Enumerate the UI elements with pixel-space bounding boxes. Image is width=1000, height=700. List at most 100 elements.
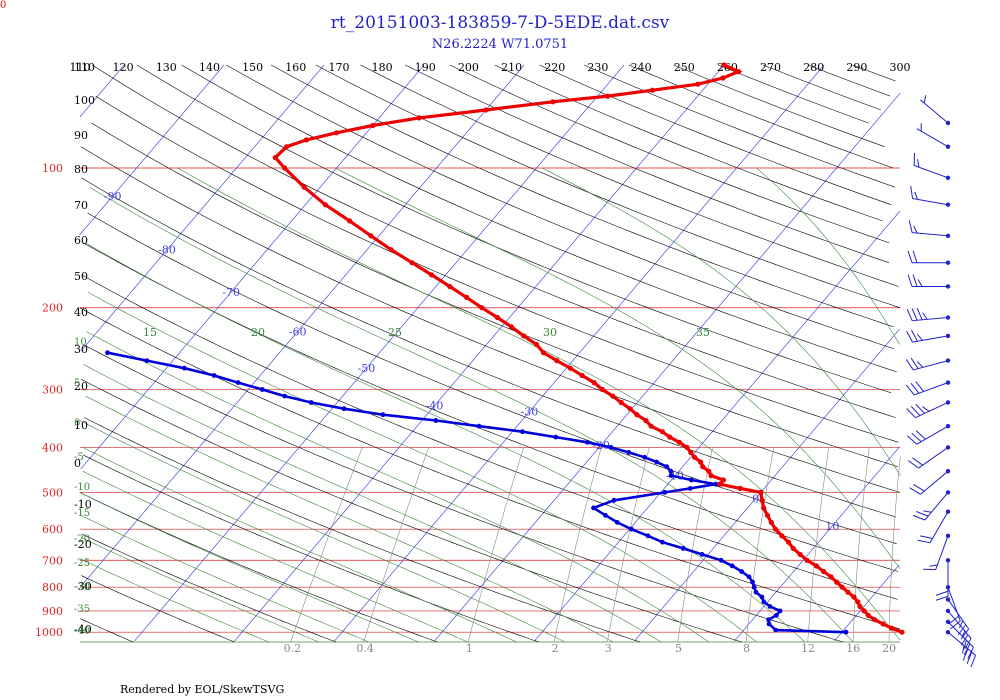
wind-barb-feather	[907, 274, 913, 287]
wind-barb	[909, 468, 951, 495]
wind-barb-staff	[916, 128, 949, 148]
pressure-label: 1000	[35, 626, 63, 639]
wind-barb	[906, 400, 951, 419]
wind-barb-feather	[958, 620, 964, 629]
wind-barb-feather	[906, 330, 913, 343]
dry-adiabat-line	[762, 64, 882, 111]
dry-adiabat-top-label: 140	[199, 61, 220, 74]
wind-barb-feather	[962, 648, 969, 661]
wind-barb	[910, 185, 951, 207]
wind-barb-feather	[920, 535, 933, 539]
dry-adiabat-top-label: 160	[285, 61, 306, 74]
dry-adiabat-left-label: -10	[74, 498, 92, 511]
wind-barb-staff	[924, 492, 949, 521]
dry-adiabat-line	[91, 122, 898, 467]
dry-adiabat-top-label: 250	[674, 61, 695, 74]
pressure-label: 100	[42, 162, 63, 175]
dry-adiabat-top-label: 110	[70, 61, 91, 74]
dry-adiabat-top-label: 290	[846, 61, 867, 74]
moist-adiabat-left-label: -25	[74, 558, 90, 569]
mixing-ratio-label: 20	[882, 642, 896, 655]
wind-barb-feather	[911, 432, 922, 443]
wind-barb	[945, 629, 977, 668]
wind-barb-staff	[915, 402, 949, 419]
wind-barb-feather	[908, 220, 913, 233]
moist-adiabat-line	[87, 291, 757, 643]
dry-adiabat-top-label: 150	[242, 61, 263, 74]
dry-adiabat-left-label: -20	[74, 538, 92, 551]
isotherm-line	[134, 64, 625, 642]
wind-barb-feather	[916, 333, 923, 341]
pressure-label: 200	[42, 302, 63, 315]
dry-adiabat-line	[673, 64, 885, 147]
pressure-label: 900	[42, 605, 63, 618]
moist-adiabat-line	[335, 167, 901, 569]
dry-adiabat-top-label: 270	[760, 61, 781, 74]
isotherm-label: -60	[289, 325, 307, 338]
mixing-ratio-line	[467, 447, 524, 643]
dry-adiabat-top-label: 280	[803, 61, 824, 74]
wind-barb-feather	[914, 191, 918, 200]
dry-adiabat-left-label: 20	[74, 380, 88, 393]
dry-adiabat-top-label: 240	[631, 61, 652, 74]
wind-barb	[912, 490, 951, 521]
dry-adiabat-left-label: 60	[74, 234, 88, 247]
wind-barb	[920, 95, 951, 126]
wind-barb-feather	[960, 628, 970, 640]
wind-barb-feather	[970, 655, 977, 668]
wind-barb-feather	[948, 615, 959, 625]
dry-adiabat-line	[539, 64, 892, 205]
wind-barb-feather	[912, 250, 918, 263]
moist-adiabat-left-label: -5	[74, 452, 84, 463]
wind-barb-feather	[915, 403, 925, 414]
wind-barb	[917, 509, 951, 544]
moist-adiabat-left-label: -40	[74, 626, 90, 637]
dry-adiabat-left-label: 40	[74, 306, 88, 319]
wind-barb-feather	[911, 329, 918, 342]
mixing-ratio-lines	[290, 447, 901, 643]
wind-barb-feather	[905, 359, 914, 371]
wind-barb-feather	[963, 640, 967, 649]
wind-barb	[945, 608, 972, 650]
moist-adiabat-line	[541, 167, 901, 476]
dry-adiabat-line	[87, 212, 897, 545]
moist-adiabat-left-label: 5	[74, 378, 80, 389]
dry-adiabat-line	[79, 618, 134, 643]
dry-adiabat-top-label: 230	[587, 61, 608, 74]
dry-adiabat-line	[91, 64, 896, 418]
moist-adiabat-left-label: -35	[74, 604, 90, 615]
dry-adiabat-line	[360, 64, 899, 287]
moist-adiabat-line	[80, 515, 369, 643]
mixing-ratio-line	[852, 447, 870, 643]
dry-adiabat-line	[807, 64, 891, 97]
isotherm-label: 0	[752, 492, 759, 505]
dry-adiabat-line	[226, 64, 894, 349]
dry-adiabat-line	[315, 64, 901, 308]
moist-adiabat-label: 25	[388, 326, 402, 339]
wind-barb	[905, 380, 951, 396]
wind-barb-feather	[906, 308, 913, 321]
footer-credit: Rendered by EOL/SkewTSVG	[120, 683, 285, 696]
wind-barb-station	[945, 333, 951, 339]
wind-barb-feather	[960, 634, 969, 646]
wind-barb-staff	[920, 99, 949, 124]
isotherm-line	[234, 64, 725, 642]
dry-adiabat-line	[80, 378, 742, 643]
wind-barb-staff	[947, 610, 972, 639]
moist-adiabat-line	[83, 364, 662, 643]
mixing-ratio-line	[677, 447, 713, 643]
dry-adiabat-line	[79, 307, 901, 630]
wind-barb	[913, 152, 951, 181]
mixing-ratio-label: 5	[675, 642, 682, 655]
dry-adiabat-line	[84, 417, 641, 643]
mixing-ratio-line	[363, 447, 430, 643]
wind-barb-feather	[915, 381, 925, 392]
moist-adiabat-line	[79, 420, 566, 643]
wind-barb-feather	[910, 382, 920, 394]
moist-adiabat-line	[79, 558, 269, 643]
dewpoint-series	[105, 350, 849, 635]
wind-barb	[907, 274, 951, 289]
isotherm-label: -80	[158, 244, 176, 257]
dry-adiabat-line	[83, 344, 843, 643]
wind-barb-staff	[916, 425, 949, 445]
